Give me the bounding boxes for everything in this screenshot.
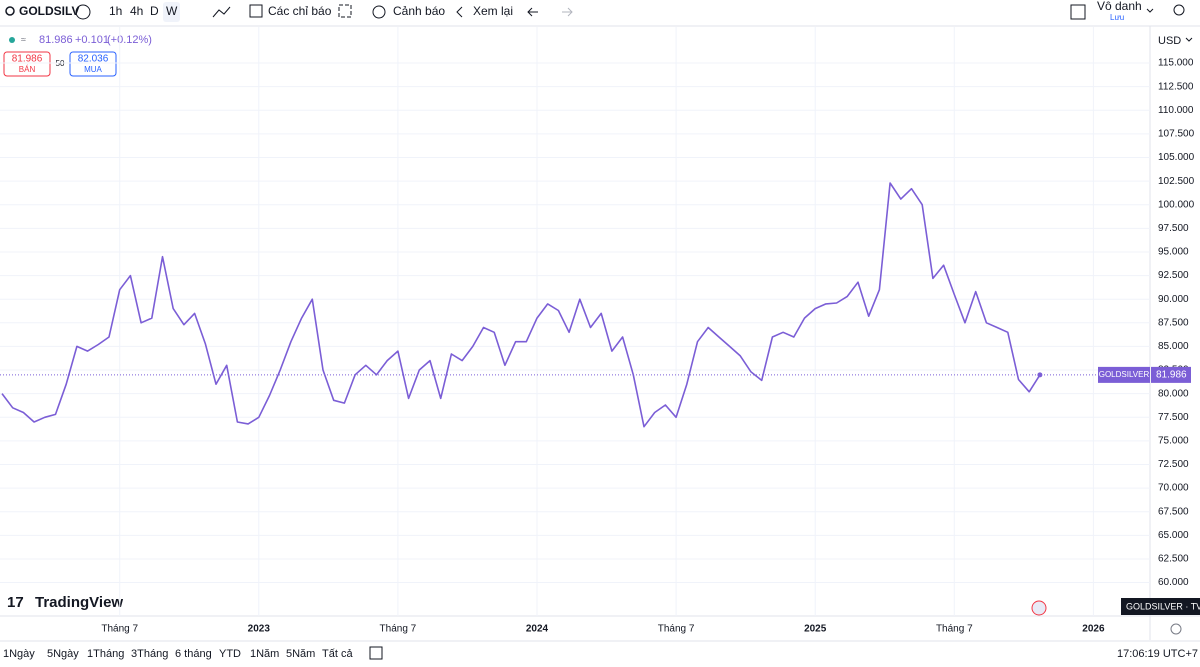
y-tick-label: 60.000 bbox=[1158, 577, 1189, 588]
search-icon[interactable] bbox=[5, 6, 15, 16]
y-tick-label: 97.500 bbox=[1158, 223, 1189, 234]
x-tick-label: 2024 bbox=[526, 624, 549, 635]
clock: 17:06:19 UTC+7 bbox=[1117, 648, 1198, 660]
layouts-button[interactable] bbox=[338, 4, 352, 18]
currency-menu[interactable] bbox=[1185, 37, 1193, 42]
y-tick-label: 65.000 bbox=[1158, 530, 1189, 541]
price-tag-bg bbox=[1151, 366, 1191, 383]
range-button[interactable]: 1Năm bbox=[250, 648, 279, 660]
logo-mark: 17 bbox=[7, 594, 24, 611]
compare-button[interactable] bbox=[75, 4, 91, 20]
last-point bbox=[1037, 372, 1043, 378]
x-tick-label: 2023 bbox=[248, 624, 271, 635]
account-menu[interactable] bbox=[1146, 8, 1154, 13]
spread: 50 bbox=[56, 59, 65, 68]
buy-price[interactable]: 82.036 bbox=[78, 54, 109, 65]
interval[interactable]: D bbox=[150, 4, 159, 18]
range-button[interactable]: 5Ngày bbox=[47, 648, 79, 660]
y-tick-label: 77.500 bbox=[1158, 412, 1189, 423]
price-line bbox=[1, 182, 1041, 428]
range-button[interactable]: 1Ngày bbox=[3, 648, 35, 660]
event-flag[interactable] bbox=[1031, 600, 1047, 616]
x-tick-label: Tháng 7 bbox=[936, 624, 973, 635]
account-name[interactable]: Vô danh bbox=[1097, 0, 1142, 13]
currency[interactable]: USD bbox=[1158, 35, 1181, 47]
y-tick-label: 87.500 bbox=[1158, 317, 1189, 328]
layout-toggle[interactable] bbox=[1070, 4, 1086, 20]
x-tick-label: Tháng 7 bbox=[658, 624, 695, 635]
indicators-button[interactable]: Các chỉ báo bbox=[268, 4, 332, 18]
interval[interactable]: 1h bbox=[109, 4, 122, 18]
symbol-tag: GOLDSILVER bbox=[1099, 370, 1150, 379]
replay-button[interactable]: Xem lại bbox=[473, 4, 513, 18]
y-tick-label: 115.000 bbox=[1158, 58, 1194, 69]
plot bbox=[0, 27, 1150, 616]
symbol-tag-bg bbox=[1098, 366, 1150, 383]
price-tag: 81.986 bbox=[1156, 370, 1187, 381]
x-tick-label: 2025 bbox=[804, 624, 827, 635]
alerts-button[interactable]: Cảnh báo bbox=[393, 4, 445, 18]
y-tick-label: 80.000 bbox=[1158, 388, 1189, 399]
symbol-search[interactable]: GOLDSILV bbox=[19, 4, 79, 18]
interval[interactable]: W bbox=[166, 4, 178, 18]
symbol-badge-bg bbox=[1121, 598, 1200, 615]
y-tick-label: 100.000 bbox=[1158, 199, 1195, 210]
interval-active bbox=[163, 2, 180, 22]
y-tick-label: 105.000 bbox=[1158, 152, 1195, 163]
sell-price[interactable]: 81.986 bbox=[12, 54, 43, 65]
redo-button[interactable] bbox=[562, 7, 573, 17]
symbol-badge: GOLDSILVER · TVC bbox=[1126, 601, 1200, 611]
x-tick-label: Tháng 7 bbox=[101, 624, 138, 635]
goto-date-button[interactable] bbox=[369, 646, 383, 660]
toolbar bbox=[0, 0, 1200, 26]
range-button[interactable]: Tất cả bbox=[322, 648, 353, 660]
y-tick-label: 112.500 bbox=[1158, 81, 1194, 92]
range-button[interactable]: 6 tháng bbox=[175, 648, 212, 660]
y-tick-label: 102.500 bbox=[1158, 176, 1195, 187]
y-tick-label: 110.000 bbox=[1158, 105, 1194, 116]
range-button[interactable]: 5Năm bbox=[286, 648, 315, 660]
chart-type-button[interactable] bbox=[212, 6, 231, 18]
legend-change: +0.101 bbox=[75, 34, 109, 46]
range-button[interactable]: 3Tháng bbox=[131, 648, 168, 660]
legend-change-pct: (+0.12%) bbox=[107, 34, 152, 46]
alerts-icon[interactable] bbox=[372, 5, 386, 19]
range-button[interactable]: YTD bbox=[219, 648, 241, 660]
range-button[interactable]: 1Tháng bbox=[87, 648, 124, 660]
y-tick-label: 107.500 bbox=[1158, 129, 1195, 140]
market-status: ≈ bbox=[21, 34, 26, 44]
status-dot bbox=[9, 37, 15, 43]
interval[interactable]: 4h bbox=[130, 4, 143, 18]
y-tick-label: 75.000 bbox=[1158, 436, 1189, 447]
brand: TradingView bbox=[35, 594, 123, 611]
axis-settings[interactable] bbox=[1170, 623, 1182, 635]
y-tick-label: 90.000 bbox=[1158, 294, 1189, 305]
legend-last: 81.986 bbox=[39, 34, 73, 46]
x-tick-label: 2026 bbox=[1082, 624, 1105, 635]
indicators-icon[interactable] bbox=[249, 4, 263, 18]
sell-button[interactable] bbox=[3, 51, 51, 77]
sell-label[interactable]: BÁN bbox=[19, 65, 36, 74]
y-tick-label: 67.500 bbox=[1158, 506, 1189, 517]
y-tick-label: 62.500 bbox=[1158, 554, 1189, 565]
y-tick-label: 92.500 bbox=[1158, 270, 1189, 281]
y-tick-label: 95.000 bbox=[1158, 247, 1189, 258]
y-tick-label: 70.000 bbox=[1158, 483, 1189, 494]
buy-button[interactable] bbox=[69, 51, 117, 77]
y-tick-label: 72.500 bbox=[1158, 459, 1189, 470]
snapshot-button[interactable] bbox=[1173, 4, 1185, 16]
replay-icon[interactable] bbox=[456, 6, 463, 18]
save-label[interactable]: Lưu bbox=[1110, 13, 1124, 22]
undo-button[interactable] bbox=[527, 7, 538, 17]
x-tick-label: Tháng 7 bbox=[380, 624, 417, 635]
buy-label[interactable]: MUA bbox=[84, 65, 102, 74]
y-tick-label: 85.000 bbox=[1158, 341, 1189, 352]
